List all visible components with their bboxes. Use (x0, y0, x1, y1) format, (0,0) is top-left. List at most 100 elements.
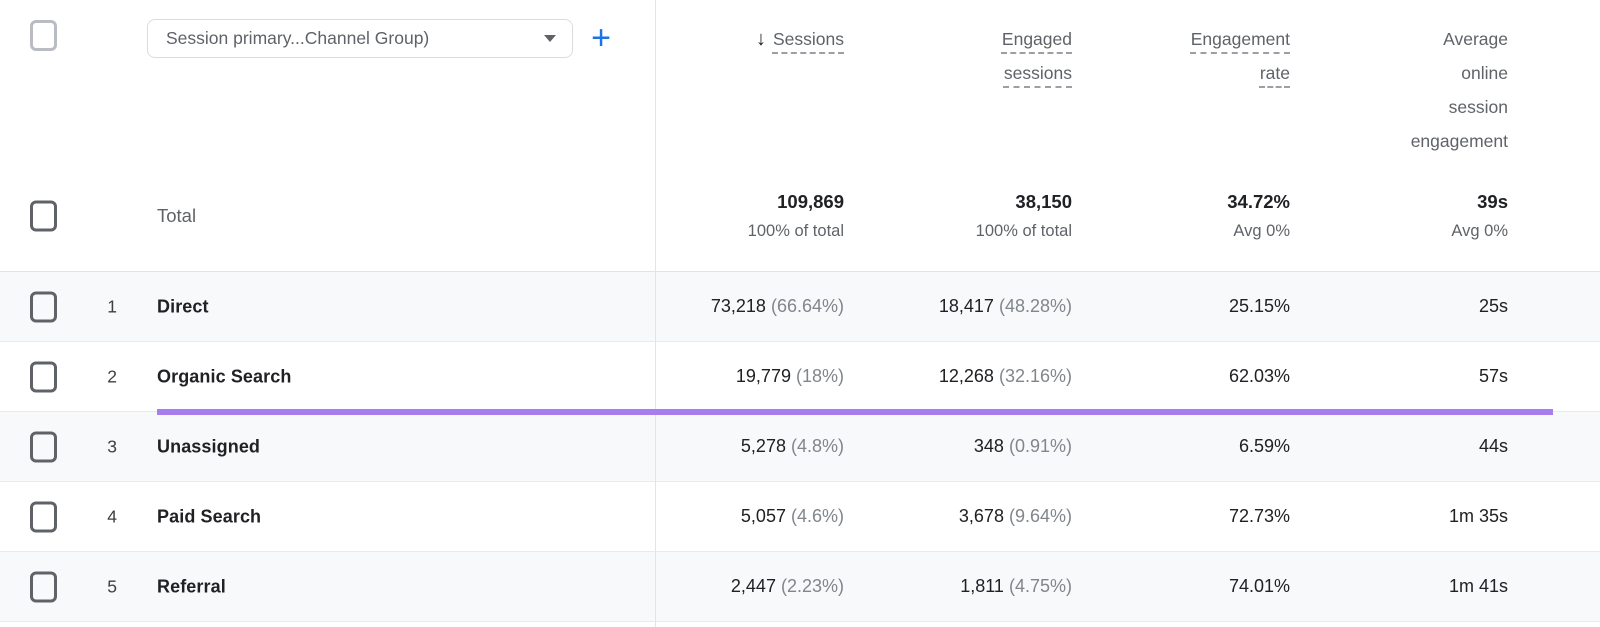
engagement-rate-cell: 74.01% (1088, 576, 1306, 597)
sort-descending-icon: ↓ (755, 28, 766, 50)
sessions-cell: 5,057 (4.6%) (655, 506, 860, 527)
engagement-rate-value: 74.01% (1228, 576, 1290, 596)
average-engagement-cell: 25s (1306, 296, 1524, 317)
table-row: 2 Organic Search 19,779 (18%) 12,268 (32… (0, 342, 1600, 412)
row-checkbox[interactable] (30, 431, 57, 462)
column-header-average-engagement-label: Average online session engagement (1410, 29, 1508, 151)
total-average-engagement-cell: 39s Avg 0% (1306, 191, 1524, 241)
column-header-engaged-sessions[interactable]: Engaged sessions (860, 0, 1088, 160)
row-dimension-cell: 2 Organic Search (0, 342, 655, 411)
table-row: 3 Unassigned 5,278 (4.8%) 348 (0.91%) 6.… (0, 412, 1600, 482)
row-checkbox[interactable] (30, 291, 57, 322)
total-row-checkbox[interactable] (30, 200, 57, 231)
dimension-dropdown-value: Session primary...Channel Group) (166, 28, 430, 48)
column-header-sessions[interactable]: ↓ Sessions (655, 0, 860, 160)
engagement-rate-cell: 25.15% (1088, 296, 1306, 317)
engaged-sessions-value: 3,678 (958, 506, 1004, 526)
total-label: Total (157, 204, 197, 226)
total-sessions-subtext: 100% of total (747, 221, 844, 240)
channel-name: Unassigned (157, 436, 261, 456)
average-engagement-cell: 1m 35s (1306, 506, 1524, 527)
chevron-down-icon (544, 35, 556, 42)
column-header-engagement-rate[interactable]: Engagement rate (1088, 0, 1306, 160)
sessions-value: 2,447 (730, 576, 776, 596)
row-highlight-bar (157, 409, 1553, 415)
engaged-sessions-share: (4.75%) (1008, 576, 1072, 596)
sessions-share: (4.6%) (790, 506, 844, 526)
table-header: Session primary...Channel Group) + ↓ Sess… (0, 0, 1600, 160)
row-checkbox[interactable] (30, 571, 57, 602)
sessions-share: (2.23%) (780, 576, 844, 596)
table-row: 1 Direct 73,218 (66.64%) 18,417 (48.28%)… (0, 272, 1600, 342)
average-engagement-value: 57s (1478, 366, 1508, 386)
sessions-share: (18%) (795, 366, 844, 386)
total-engaged-sessions-cell: 38,150 100% of total (860, 191, 1088, 241)
average-engagement-value: 25s (1478, 296, 1508, 316)
total-engagement-rate-value: 34.72% (1227, 190, 1290, 212)
sessions-cell: 73,218 (66.64%) (655, 296, 860, 317)
dimension-metrics-divider (655, 0, 656, 627)
engaged-sessions-value: 1,811 (960, 576, 1004, 596)
average-engagement-cell: 44s (1306, 436, 1524, 457)
sessions-value: 73,218 (710, 296, 766, 316)
row-number: 3 (107, 436, 117, 456)
total-row: Total 109,869 100% of total 38,150 100% … (0, 160, 1600, 272)
dimension-header-cell: Session primary...Channel Group) + (0, 0, 655, 160)
row-number: 5 (107, 576, 117, 596)
engagement-rate-cell: 62.03% (1088, 366, 1306, 387)
total-engaged-sessions-value: 38,150 (1015, 190, 1072, 212)
total-dimension-cell: Total (0, 160, 655, 271)
engaged-sessions-cell: 348 (0.91%) (860, 436, 1088, 457)
engaged-sessions-share: (0.91%) (1008, 436, 1072, 456)
engaged-sessions-share: (9.64%) (1008, 506, 1072, 526)
channel-name: Direct (157, 296, 209, 316)
engagement-rate-cell: 6.59% (1088, 436, 1306, 457)
engaged-sessions-share: (32.16%) (998, 366, 1072, 386)
average-engagement-cell: 57s (1306, 366, 1524, 387)
sessions-cell: 2,447 (2.23%) (655, 576, 860, 597)
total-sessions-value: 109,869 (777, 190, 844, 212)
engagement-rate-value: 25.15% (1228, 296, 1290, 316)
row-dimension-cell: 5 Referral (0, 552, 655, 621)
sessions-value: 5,278 (740, 436, 786, 456)
row-dimension-cell: 4 Paid Search (0, 482, 655, 551)
engaged-sessions-cell: 1,811 (4.75%) (860, 576, 1088, 597)
row-checkbox[interactable] (30, 501, 57, 532)
engagement-rate-cell: 72.73% (1088, 506, 1306, 527)
channel-name: Referral (157, 576, 226, 596)
row-checkbox[interactable] (30, 361, 57, 392)
row-dimension-cell: 1 Direct (0, 272, 655, 341)
row-number: 4 (107, 506, 117, 526)
engaged-sessions-share: (48.28%) (998, 296, 1072, 316)
column-header-average-engagement[interactable]: Average online session engagement (1306, 0, 1524, 160)
engaged-sessions-value: 18,417 (938, 296, 994, 316)
total-sessions-cell: 109,869 100% of total (655, 191, 860, 241)
engaged-sessions-value: 12,268 (938, 366, 994, 386)
row-dimension-cell: 3 Unassigned (0, 412, 655, 481)
engagement-rate-value: 62.03% (1228, 366, 1290, 386)
total-engagement-rate-subtext: Avg 0% (1233, 221, 1290, 240)
table-row: 5 Referral 2,447 (2.23%) 1,811 (4.75%) 7… (0, 552, 1600, 622)
sessions-share: (4.8%) (790, 436, 844, 456)
total-engaged-sessions-subtext: 100% of total (975, 221, 1072, 240)
column-header-engagement-rate-label: Engagement rate (1190, 29, 1290, 83)
column-header-engaged-sessions-label: Engaged sessions (1001, 29, 1072, 83)
dimension-dropdown[interactable]: Session primary...Channel Group) (147, 19, 573, 58)
row-number: 2 (107, 366, 117, 386)
sessions-cell: 5,278 (4.8%) (655, 436, 860, 457)
channel-name: Organic Search (157, 366, 292, 386)
engaged-sessions-cell: 3,678 (9.64%) (860, 506, 1088, 527)
average-engagement-value: 1m 41s (1448, 576, 1508, 596)
add-dimension-button[interactable]: + (580, 17, 622, 59)
engaged-sessions-cell: 18,417 (48.28%) (860, 296, 1088, 317)
total-average-engagement-subtext: Avg 0% (1451, 221, 1508, 240)
total-engagement-rate-cell: 34.72% Avg 0% (1088, 191, 1306, 241)
average-engagement-value: 1m 35s (1448, 506, 1508, 526)
engaged-sessions-value: 348 (973, 436, 1004, 456)
sessions-value: 5,057 (740, 506, 786, 526)
table-row: 4 Paid Search 5,057 (4.6%) 3,678 (9.64%)… (0, 482, 1600, 552)
average-engagement-cell: 1m 41s (1306, 576, 1524, 597)
average-engagement-value: 44s (1478, 436, 1508, 456)
select-all-checkbox[interactable] (30, 20, 57, 51)
